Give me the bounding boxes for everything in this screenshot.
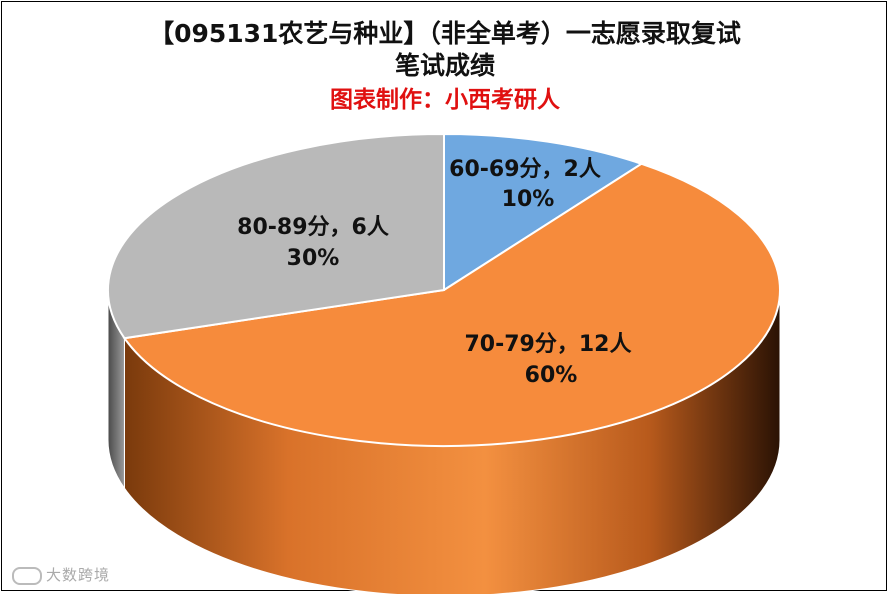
slice-label-70-79: 70-79分，12人 xyxy=(465,332,632,357)
pie-slices xyxy=(107,132,781,447)
pie-sides xyxy=(107,289,781,594)
pie-slice-2 xyxy=(107,132,445,340)
watermark-logo-icon xyxy=(12,566,42,585)
chart-title-block: 【095131农艺与种业】（非全单考）一志愿录取复试 笔试成绩 图表制作：小西考… xyxy=(0,18,890,116)
slice-label-80-89: 80-89分，6人 xyxy=(237,215,389,240)
pie-slice-1 xyxy=(122,162,781,447)
chart-subtitle: 图表制作：小西考研人 xyxy=(330,87,560,113)
watermark: 大数跨境 xyxy=(12,564,110,585)
pie-labels: 60-69分，2人 10% 70-79分，12人 60% 80-89分，6人 3… xyxy=(237,157,631,388)
slice-label-60-69: 60-69分，2人 xyxy=(449,157,601,182)
slice-percent-70-79: 60% xyxy=(525,363,578,388)
slice-percent-60-69: 10% xyxy=(502,187,555,212)
pie-slice-0 xyxy=(443,132,644,292)
watermark-text: 大数跨境 xyxy=(46,566,111,584)
chart-title-line2: 笔试成绩 xyxy=(394,51,495,80)
chart-title: 【095131农艺与种业】（非全单考）一志愿录取复试 xyxy=(149,19,741,48)
slice-percent-80-89: 30% xyxy=(287,246,340,271)
